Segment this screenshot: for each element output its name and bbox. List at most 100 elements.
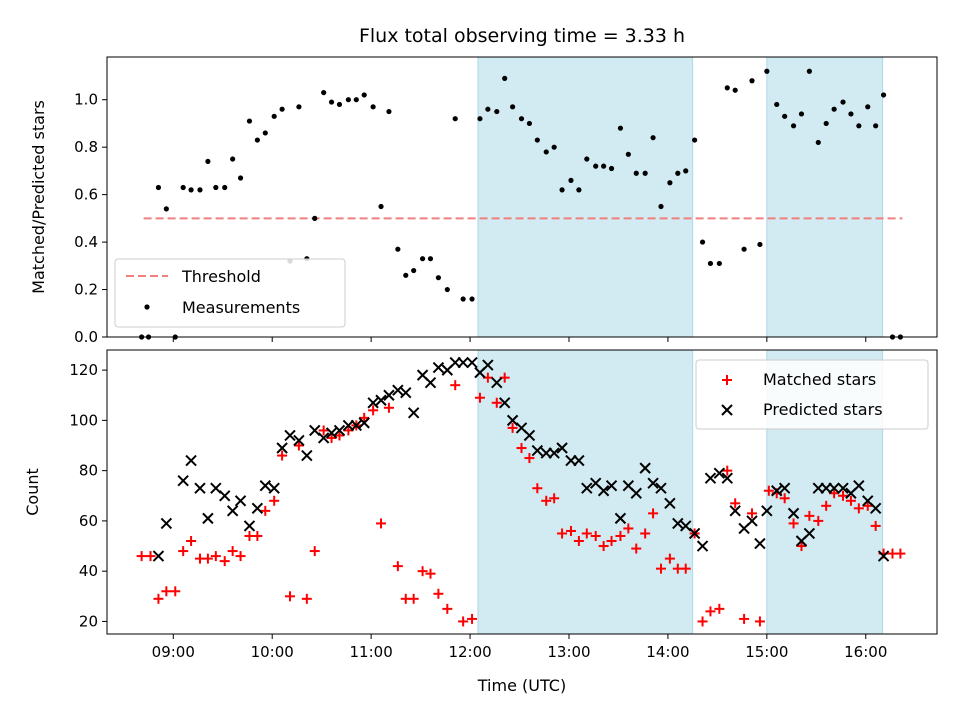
y-tick-label: 1.0 [74, 91, 98, 109]
predicted-star-point [713, 467, 726, 479]
measurement-points [139, 68, 903, 340]
measurement-point [477, 116, 483, 122]
predicted-star-point [630, 487, 642, 499]
predicted-star-point [457, 356, 469, 369]
measurement-point [790, 123, 797, 129]
matched-star-point [334, 430, 345, 441]
x-tick-label: 10:00 [251, 643, 294, 661]
matched-star-point [260, 505, 271, 516]
predicted-star-point [828, 482, 840, 494]
shaded-interval [477, 56, 694, 338]
measurement-point [378, 203, 384, 210]
chart-title: Flux total observing time = 3.33 h [359, 25, 685, 47]
predicted-star-point [771, 485, 783, 497]
measurement-point [865, 104, 871, 110]
predicted-star-point [778, 482, 791, 494]
matched-star-point [301, 593, 312, 604]
matched-star-point [754, 616, 765, 627]
measurement-point [518, 116, 525, 122]
matched-star-point [359, 412, 370, 423]
matched-star-point [655, 563, 666, 574]
predicted-star-point [573, 454, 585, 467]
predicted-star-point [375, 394, 387, 406]
predicted-star-point [761, 505, 773, 517]
matched-star-point [425, 568, 436, 579]
x-tick-label: 14:00 [646, 643, 689, 661]
predicted-star-point [647, 477, 659, 489]
measurement-point [213, 184, 219, 191]
matched-star-point [623, 523, 634, 534]
matched-star-point [796, 541, 807, 552]
predicted-star-point [259, 480, 271, 492]
predicted-star-point [350, 419, 363, 432]
measurement-point [568, 177, 574, 183]
matched-star-point [269, 495, 280, 506]
predicted-star-point [853, 480, 865, 492]
matched-star-point [615, 530, 626, 541]
measurement-point [469, 296, 475, 302]
matched-star-point [186, 536, 197, 547]
measurement-point [732, 87, 738, 93]
matched-star-point [838, 490, 849, 501]
measurement-point [873, 123, 879, 129]
x-tick-label: 11:00 [350, 643, 393, 661]
matched-star-point [153, 593, 164, 604]
predicted-star-point [639, 462, 651, 474]
measurement-point [856, 123, 862, 129]
predicted-star-point [466, 356, 478, 369]
matched-star-point [590, 530, 601, 541]
matched-star-point [680, 563, 691, 574]
count-panel: 20 40 60 80 100 120 09:00 10:00 11:00 12:00 13:00… [23, 349, 938, 695]
measurement-point [815, 139, 821, 146]
matched-star-point [532, 483, 543, 494]
matched-star-point [467, 613, 478, 624]
measurement-point [222, 184, 228, 191]
matched-star-point [870, 520, 881, 531]
measurement-point [271, 113, 277, 119]
measurement-point [502, 75, 508, 81]
measurement-point [749, 78, 755, 84]
matched-star-point [318, 425, 329, 436]
predicted-star-point [696, 540, 709, 552]
predicted-star-point [367, 397, 379, 409]
measurement-point [806, 68, 812, 74]
measurement-point [675, 170, 681, 176]
measurement-point [395, 246, 401, 252]
predicted-star-point [877, 550, 890, 562]
matched-star-point [705, 606, 716, 617]
measurement-point [658, 203, 664, 210]
matched-star-point [136, 551, 147, 562]
matched-star-point [293, 440, 304, 451]
measurement-point [403, 272, 409, 278]
matched-star-point [853, 503, 864, 514]
matched-star-point [219, 556, 230, 567]
predicted-star-point [664, 497, 676, 510]
measurement-point [444, 286, 450, 293]
ratio-panel-frame [106, 56, 938, 338]
matched-star-point [161, 586, 172, 597]
measurement-point [188, 187, 194, 193]
predicted-star-point [202, 512, 214, 525]
predicted-star-point [293, 434, 305, 447]
predicted-star-point [614, 512, 627, 525]
matched-star-point [474, 392, 485, 403]
matched-star-point [557, 528, 568, 539]
ratio-panel: 0.0 0.2 0.4 0.6 0.8 1.0 Matched/Predicted sta… [29, 56, 938, 346]
predicted-star-point [234, 495, 247, 507]
shaded-interval [477, 349, 694, 635]
measurement-point [667, 180, 673, 186]
matched-star-point [450, 380, 461, 391]
matched-star-point [285, 591, 296, 602]
matched-star-point [458, 616, 469, 627]
measurement-point [336, 101, 343, 108]
predicted-star-point [325, 427, 338, 439]
measurement-point [692, 137, 698, 143]
matched-star-point [598, 541, 609, 552]
legend-box [114, 258, 346, 328]
legend-box [695, 359, 929, 430]
predicted-star-point [432, 361, 445, 374]
x-tick-label: 12:00 [448, 643, 491, 661]
predicted-star-point [597, 485, 610, 497]
predicted-star-point [672, 517, 684, 530]
x-axis-label: Time (UTC) [477, 676, 566, 695]
